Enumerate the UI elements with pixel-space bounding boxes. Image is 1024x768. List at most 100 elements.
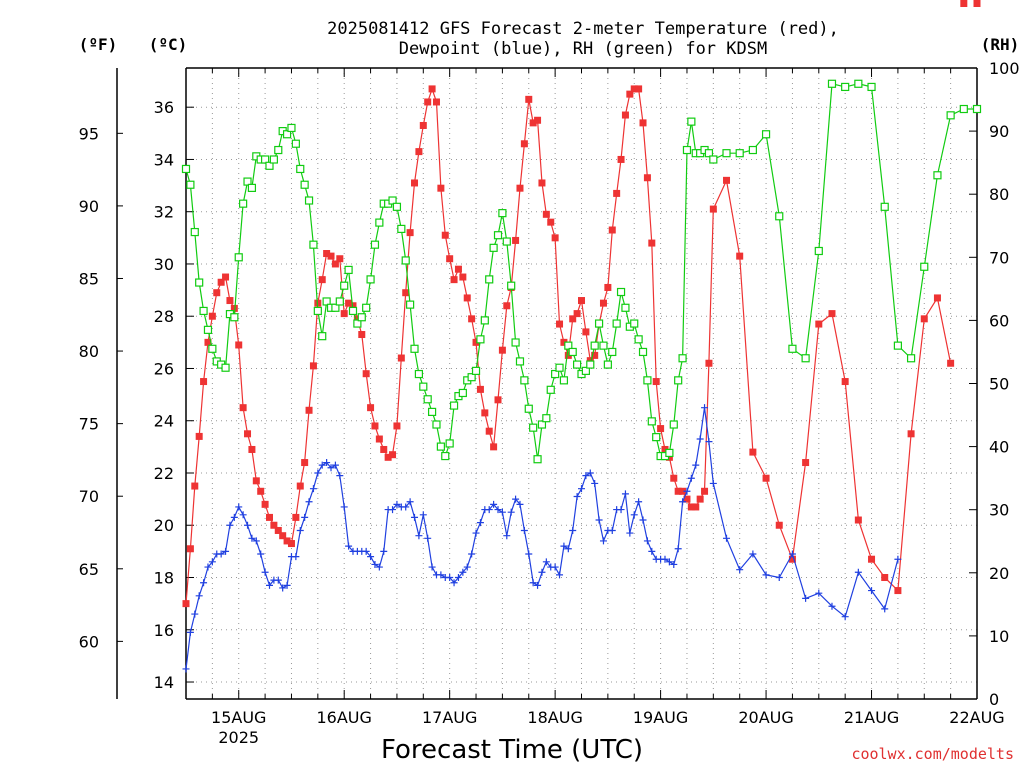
rh-point — [423, 395, 432, 404]
temperature-point — [406, 229, 414, 237]
chart-title-line1: 2025081412 GFS Forecast 2-meter Temperat… — [327, 19, 839, 39]
temperature-point — [389, 451, 397, 459]
temperature-point — [323, 250, 331, 258]
rh-point — [304, 196, 314, 205]
temperature-point — [674, 487, 682, 495]
dewpoint-point — [762, 571, 770, 579]
chart-title-line2: Dewpoint (blue), RH (green) for KDSM — [399, 39, 767, 59]
temperature-point — [411, 179, 419, 187]
x-tick-label: 15AUG — [211, 708, 266, 727]
dewpoint-point — [459, 568, 467, 576]
rh-point — [520, 376, 529, 385]
rh-point — [608, 347, 617, 357]
celsius-tick-label: 36 — [154, 98, 174, 117]
fahrenheit-tick-label: 80 — [79, 342, 99, 361]
rh-point — [282, 130, 292, 139]
temperature-point — [208, 312, 216, 320]
temperature-point — [534, 116, 542, 124]
rh-point — [436, 442, 445, 451]
rh-tick-label: 100 — [989, 59, 1020, 78]
rh-point — [243, 177, 252, 186]
dewpoint-point — [617, 506, 625, 514]
dewpoint-point — [529, 579, 537, 587]
rh-point — [643, 376, 652, 385]
rh-point — [559, 376, 569, 385]
dewpoint-point — [244, 521, 252, 529]
temperature-point — [604, 283, 612, 291]
celsius-tick-label: 34 — [154, 150, 174, 169]
temperature-point — [692, 503, 700, 511]
dewpoint-point — [204, 563, 212, 571]
temperature-point — [195, 432, 203, 440]
rh-point — [406, 300, 415, 309]
x-axis-title: Forecast Time (UTC) — [381, 735, 643, 765]
dewpoint-point — [309, 485, 317, 493]
rh-point — [827, 79, 837, 88]
dewpoint-point — [591, 479, 599, 487]
rh-point — [274, 145, 283, 155]
rh-point — [467, 373, 476, 382]
rh-point — [485, 275, 494, 284]
rh-point — [221, 363, 230, 372]
rh-tick-label: 50 — [989, 375, 1009, 394]
temperature-point — [437, 184, 445, 192]
temperature-point — [542, 210, 550, 218]
x-tick-sublabel: 2025 — [218, 728, 259, 747]
temperature-point — [841, 378, 849, 386]
temperature-point — [204, 338, 212, 346]
rh-point — [335, 297, 344, 306]
temperature-point — [960, 0, 968, 7]
rh-point — [269, 155, 278, 164]
dewpoint-point — [749, 550, 757, 558]
dewpoint-point — [454, 574, 462, 582]
temperature-point — [476, 385, 484, 393]
temperature-point — [419, 121, 427, 129]
dewpoint-point — [195, 592, 203, 600]
rh-point — [493, 231, 503, 240]
rh-point — [867, 82, 876, 92]
dewpoint-point — [503, 532, 511, 540]
temperature-point — [687, 503, 695, 511]
temperature-point — [265, 513, 273, 521]
temperature-point — [599, 299, 607, 307]
dewpoint-point — [323, 459, 331, 467]
rh-point — [401, 256, 410, 265]
dewpoint-point — [402, 503, 410, 511]
rh-point — [735, 149, 744, 158]
rh-point — [959, 104, 968, 114]
dewpoint-point — [674, 545, 682, 553]
rh-point — [366, 275, 375, 284]
temperature-point — [608, 226, 616, 234]
rh-point — [814, 246, 823, 256]
dewpoint-point — [375, 563, 383, 571]
rh-point — [573, 360, 582, 369]
temperature-point — [222, 273, 230, 281]
dewpoint-point — [257, 550, 265, 558]
rh-point — [199, 306, 208, 316]
temperature-point — [947, 359, 955, 367]
temperature-point — [701, 487, 709, 495]
temperature-point — [723, 176, 731, 184]
credit-text: coolwx.com/modelts — [851, 745, 1014, 763]
dewpoint-point — [498, 508, 506, 516]
rh-point — [181, 164, 191, 174]
dewpoint-point — [841, 613, 849, 621]
dewpoint-point — [551, 563, 559, 571]
temperature-point — [472, 338, 480, 346]
celsius-tick-label: 24 — [154, 412, 174, 431]
rh-point — [564, 341, 573, 350]
temperature-point — [749, 448, 757, 456]
rh-point — [344, 265, 353, 275]
dewpoint-point — [318, 461, 326, 469]
dewpoint-point — [490, 500, 498, 508]
rh-point — [511, 338, 520, 347]
dewpoint-point — [327, 464, 335, 472]
rh-point — [533, 455, 542, 464]
temperature-point — [244, 430, 252, 438]
dewpoint-point — [261, 568, 269, 576]
temperature-point — [648, 239, 656, 247]
dewpoint-point — [371, 560, 379, 568]
rh-point — [414, 369, 424, 379]
rh-tick-label: 30 — [989, 501, 1009, 520]
dewpoint-point — [868, 587, 876, 595]
